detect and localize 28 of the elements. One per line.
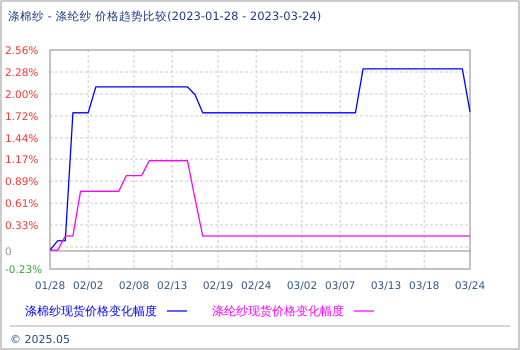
x-tick-label: 03/02 — [286, 280, 318, 292]
legend-label: 涤纶纱现货价格变化幅度 — [212, 304, 344, 318]
x-tick-label: 02/08 — [118, 280, 150, 292]
y-tick-label: -0.23% — [5, 264, 42, 276]
text: © 2025.05 — [10, 333, 70, 346]
x-tick-label: 03/24 — [454, 280, 486, 292]
x-tick-label: 02/24 — [241, 280, 272, 292]
y-tick-label: 0 — [5, 246, 12, 258]
y-tick-label: 0.33% — [5, 220, 38, 232]
x-tick-label: 02/02 — [73, 280, 104, 292]
chart-title: 涤棉纱 - 涤纶纱 价格趋势比较(2023-01-28 - 2023-03-24) — [8, 9, 322, 23]
x-tick-label: 02/19 — [202, 280, 234, 292]
x-tick-label: 03/18 — [409, 280, 440, 292]
x-tick-label: 02/13 — [157, 280, 188, 292]
x-tick-label: 03/07 — [325, 280, 356, 292]
y-tick-label: 2.00% — [5, 88, 38, 101]
y-tick-label: 1.17% — [5, 154, 38, 166]
line-series — [49, 68, 471, 251]
legend-label: 涤棉纱现货价格变化幅度 — [25, 304, 157, 318]
x-tick-label: 01/28 — [34, 280, 66, 292]
y-tick-label: 0.61% — [5, 198, 38, 210]
y-tick-label: 1.72% — [5, 110, 38, 123]
line-series — [49, 160, 471, 251]
y-tick-label: 2.56% — [5, 45, 38, 57]
x-tick-label: 03/13 — [370, 280, 402, 292]
y-tick-label: 0.89% — [5, 176, 38, 188]
y-tick-label: 1.44% — [5, 132, 38, 145]
y-tick-label: 2.28% — [5, 66, 38, 79]
